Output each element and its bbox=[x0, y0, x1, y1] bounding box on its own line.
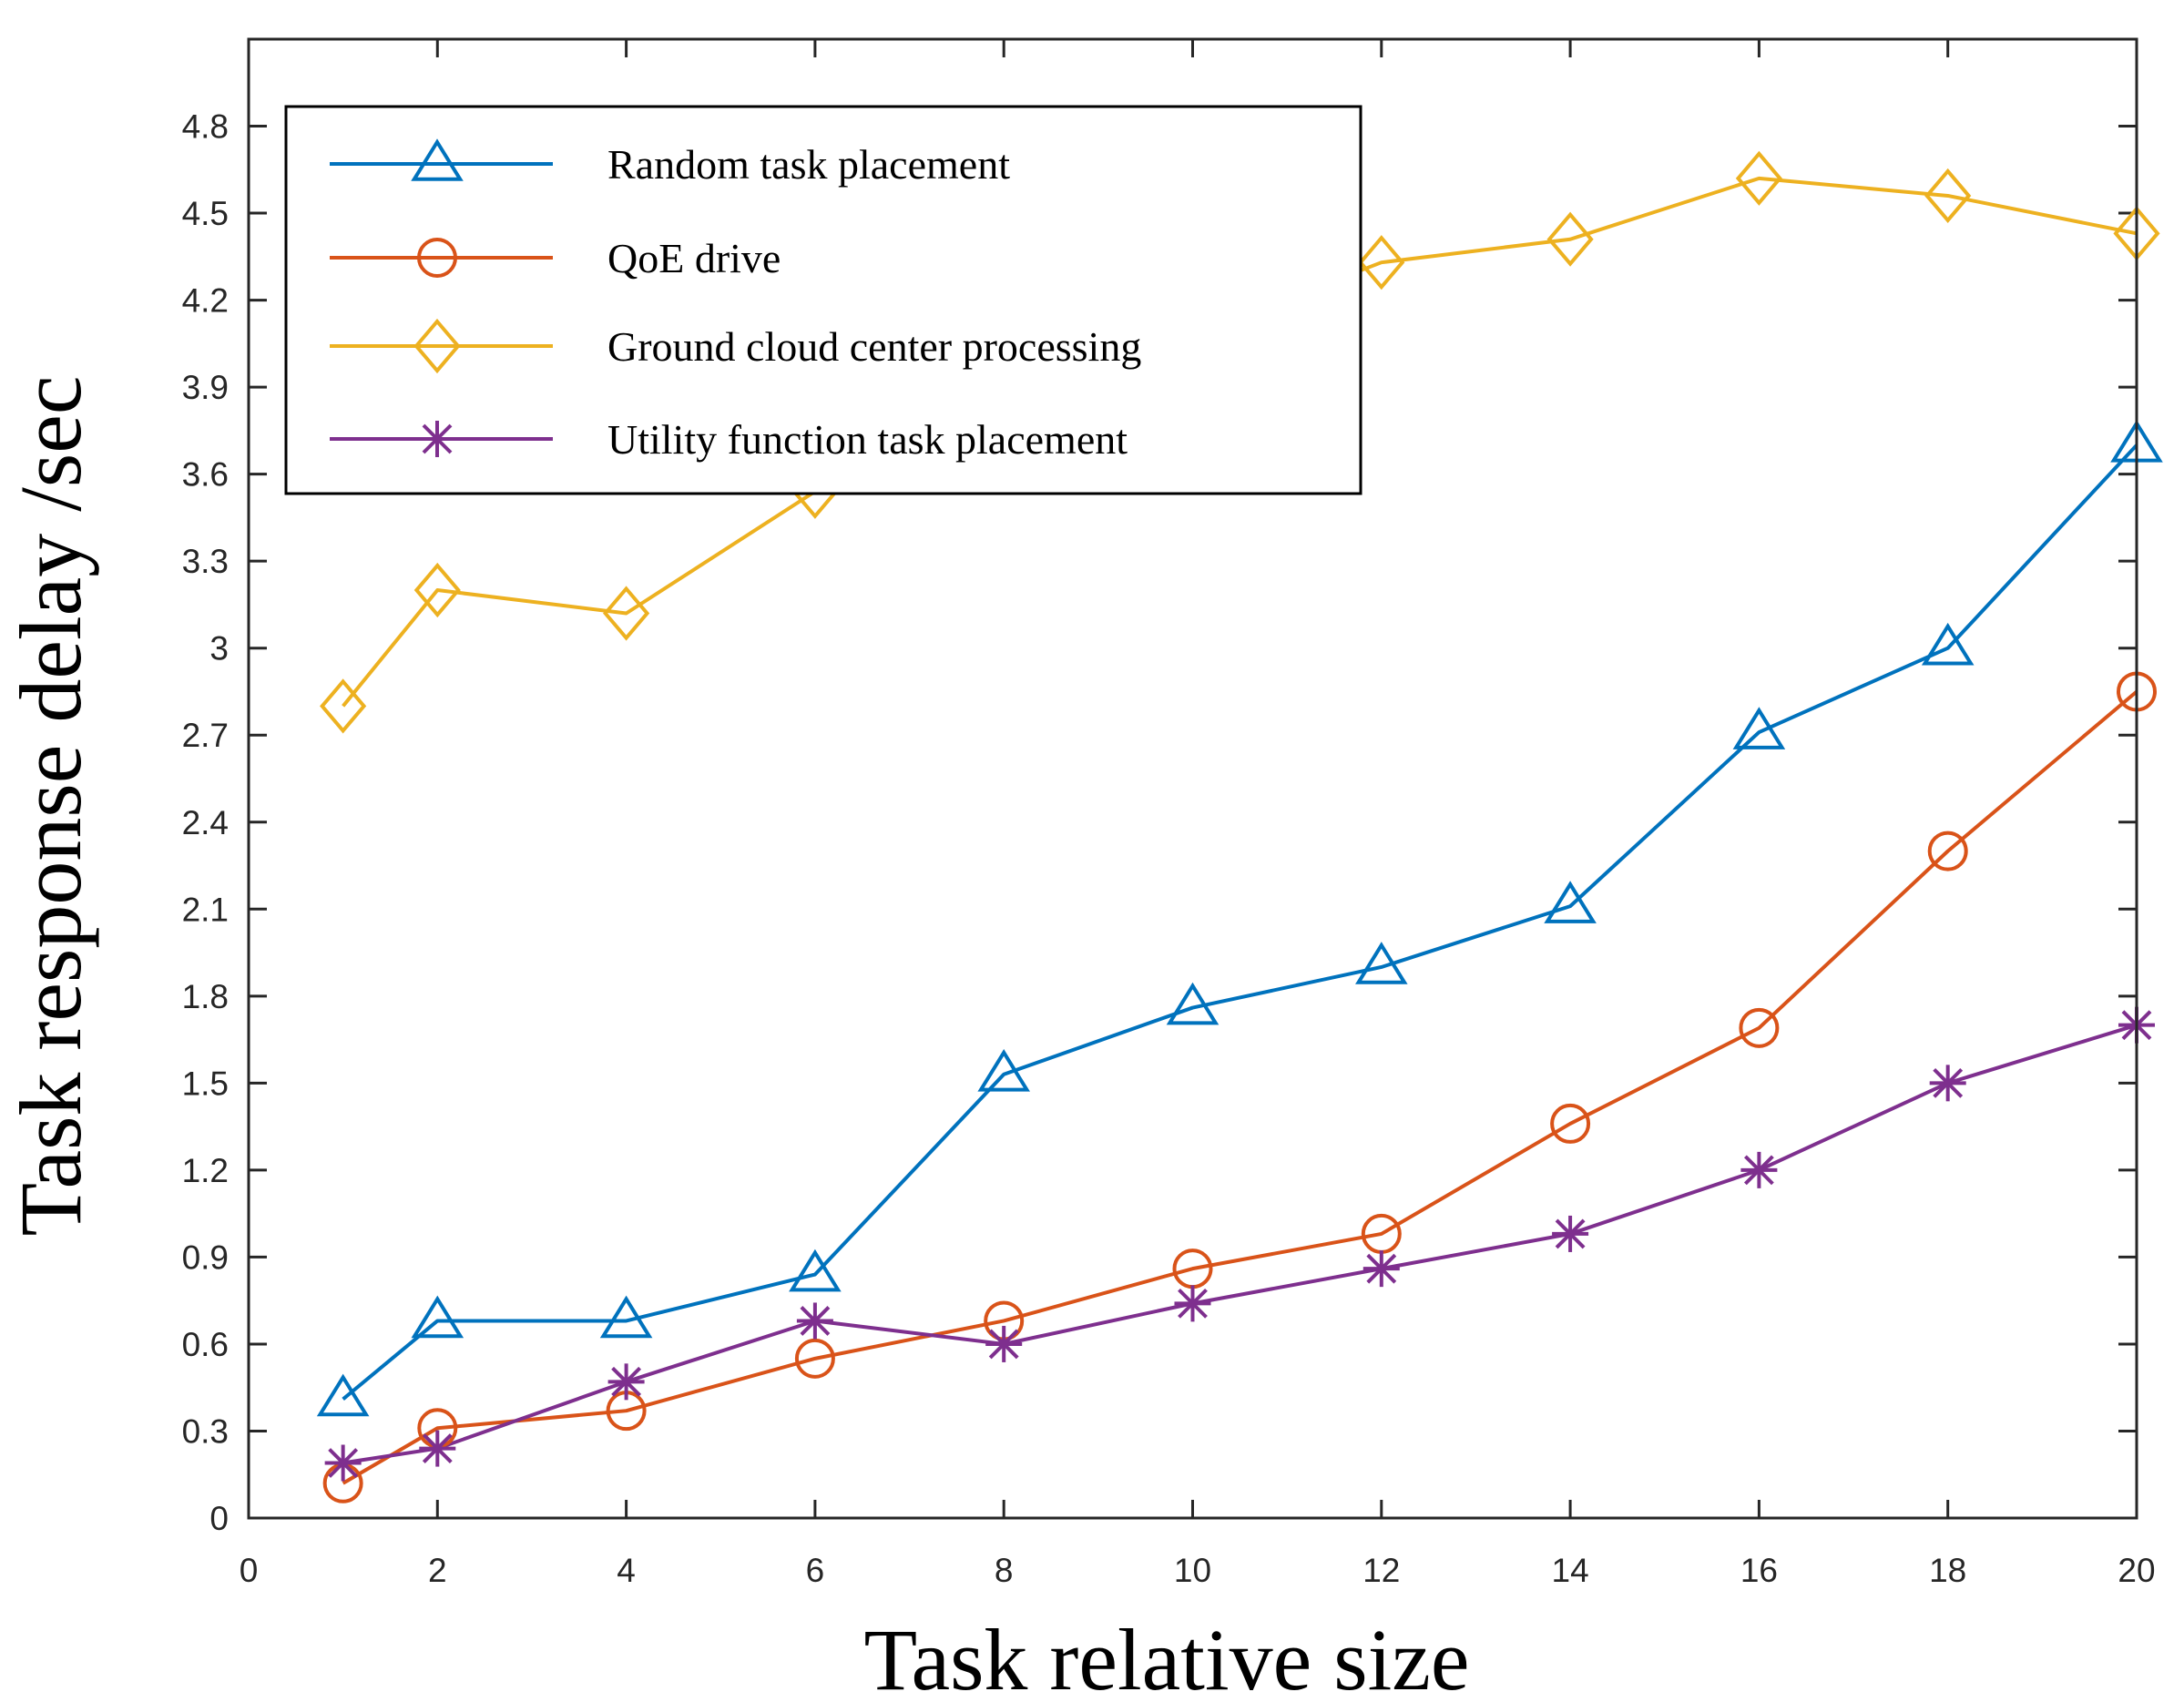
plot-frame bbox=[247, 37, 2138, 1520]
legend-box bbox=[284, 105, 1362, 495]
data-point bbox=[316, 1373, 370, 1417]
legend-item: Ground cloud center processing bbox=[330, 318, 1141, 374]
data-point bbox=[1552, 1215, 1589, 1252]
data-point bbox=[413, 562, 461, 618]
x-tick-label: 4 bbox=[617, 1552, 636, 1589]
data-point bbox=[1739, 1007, 1780, 1048]
x-tick-label: 16 bbox=[1740, 1552, 1778, 1589]
data-point bbox=[1362, 1250, 1400, 1288]
marker-stroke bbox=[988, 1329, 1019, 1360]
legend-item: Random task placement bbox=[330, 138, 1010, 188]
data-point bbox=[1355, 942, 1408, 984]
data-point bbox=[977, 1048, 1030, 1092]
y-tick-label: 3.3 bbox=[182, 543, 229, 580]
x-tick-label: 8 bbox=[995, 1552, 1014, 1589]
y-tick-label: 1.2 bbox=[182, 1152, 229, 1189]
y-tick-label: 1.8 bbox=[182, 978, 229, 1015]
x-axis-title: Task relative size bbox=[864, 1611, 1470, 1702]
y-tick-label: 0.9 bbox=[182, 1238, 229, 1276]
y-tick-label: 3 bbox=[209, 630, 229, 668]
data-point bbox=[411, 1295, 464, 1339]
data-point bbox=[1921, 622, 1975, 666]
marker-stroke bbox=[1743, 1155, 1774, 1186]
x-tick-label: 10 bbox=[1174, 1552, 1211, 1589]
data-point bbox=[1929, 1065, 1966, 1102]
y-tick-label: 2.1 bbox=[182, 891, 229, 928]
data-point bbox=[1544, 881, 1597, 923]
marker-stroke bbox=[328, 1448, 359, 1478]
data-point bbox=[796, 1302, 833, 1340]
legend-label: Random task placement bbox=[607, 141, 1010, 188]
marker-stroke bbox=[1555, 1218, 1586, 1249]
y-tick-label: 4.2 bbox=[182, 282, 229, 320]
y-axis-title: Task response delay /sec bbox=[2, 376, 99, 1237]
data-point bbox=[1550, 1103, 1591, 1144]
series-line-0 bbox=[342, 443, 2138, 1401]
series-lines bbox=[342, 176, 2138, 1485]
marker-stroke bbox=[611, 1366, 642, 1397]
marker-stroke bbox=[422, 423, 453, 454]
x-tick-label: 12 bbox=[1362, 1552, 1400, 1589]
data-point bbox=[1546, 211, 1594, 267]
y-tick-labels: 0 0.3 0.6 0.9 1.2 1.5 1.8 2.1 2.4 2.7 3 3.3 3.6 3.9 4.… bbox=[182, 108, 229, 1537]
y-tick-label: 4.5 bbox=[182, 195, 229, 232]
x-tick-label: 0 bbox=[240, 1552, 259, 1589]
legend: Random task placement QoE drive Ground clo… bbox=[284, 105, 1362, 495]
y-tick-label: 0.6 bbox=[182, 1326, 229, 1363]
legend-label: Utility function task placement bbox=[607, 416, 1128, 463]
legend-marker bbox=[417, 238, 457, 278]
x-tick-label: 6 bbox=[806, 1552, 825, 1589]
legend-item: QoE drive bbox=[330, 235, 781, 281]
data-point bbox=[1358, 235, 1405, 290]
data-point bbox=[603, 586, 650, 641]
y-tick-label: 0.3 bbox=[182, 1412, 229, 1450]
data-point bbox=[599, 1295, 653, 1339]
y-tick-label: 1.5 bbox=[182, 1065, 229, 1102]
marker-stroke bbox=[800, 1306, 831, 1336]
y-tick-label: 2.7 bbox=[182, 717, 229, 754]
marker-stroke bbox=[1933, 1067, 1964, 1098]
legend-label: Ground cloud center processing bbox=[607, 323, 1141, 370]
x-tick-label: 14 bbox=[1552, 1552, 1589, 1589]
data-point bbox=[1166, 982, 1220, 1025]
marker-stroke bbox=[422, 1433, 453, 1463]
data-point bbox=[1732, 707, 1786, 749]
marker-stroke bbox=[1178, 1288, 1208, 1319]
legend-label: QoE drive bbox=[607, 235, 781, 281]
y-tick-label: 3.9 bbox=[182, 369, 229, 406]
data-point bbox=[1735, 150, 1782, 206]
data-point bbox=[320, 678, 367, 734]
data-point bbox=[789, 1248, 842, 1292]
data-point bbox=[1174, 1285, 1211, 1322]
data-point bbox=[1927, 831, 1968, 871]
data-point bbox=[607, 1363, 645, 1401]
legend-marker bbox=[411, 138, 464, 181]
x-tick-label: 18 bbox=[1929, 1552, 1966, 1589]
y-tick-label: 4.8 bbox=[182, 108, 229, 146]
legend-marker bbox=[419, 421, 455, 457]
x-tick-labels: 0 2 4 6 8 10 12 14 16 18 20 bbox=[240, 1552, 2156, 1589]
series-line-1 bbox=[342, 689, 2138, 1485]
data-point bbox=[1924, 168, 1972, 224]
data-point bbox=[1740, 1151, 1778, 1188]
y-tick-label: 0 bbox=[209, 1500, 229, 1537]
y-tick-label: 2.4 bbox=[182, 804, 229, 841]
series-markers bbox=[316, 150, 2163, 1503]
data-point bbox=[794, 1338, 835, 1379]
x-tick-label: 2 bbox=[428, 1552, 447, 1589]
data-point bbox=[324, 1444, 362, 1482]
marker-stroke bbox=[1366, 1253, 1397, 1284]
legend-item: Utility function task placement bbox=[330, 416, 1128, 463]
legend-marker bbox=[413, 318, 461, 374]
y-tick-label: 3.6 bbox=[182, 456, 229, 494]
data-point bbox=[985, 1325, 1023, 1362]
data-point bbox=[419, 1430, 456, 1467]
x-tick-label: 20 bbox=[2118, 1552, 2155, 1589]
